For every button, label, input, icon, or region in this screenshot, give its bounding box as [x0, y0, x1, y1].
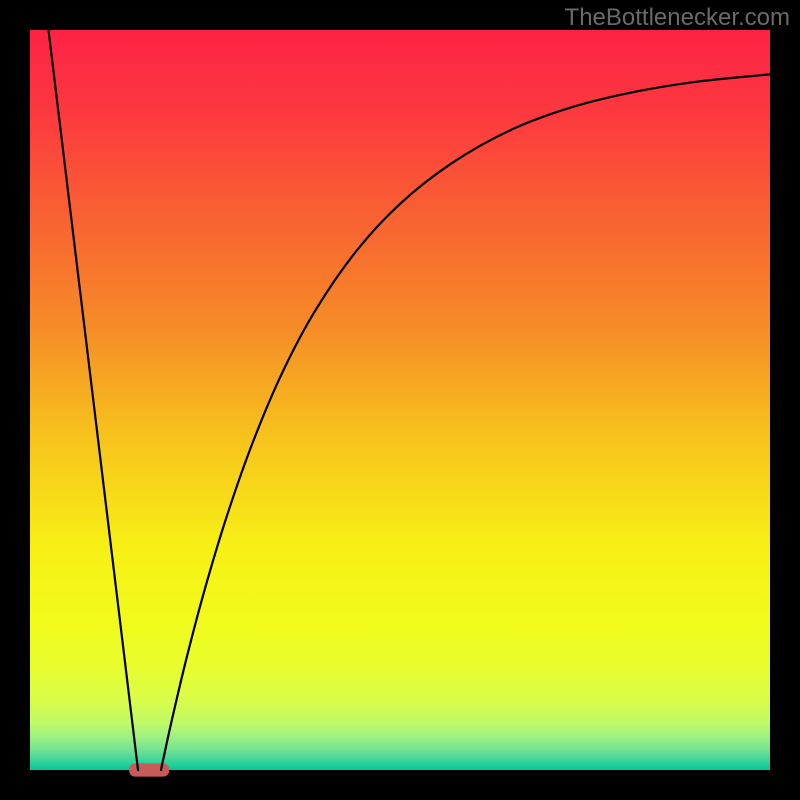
optimal-marker [129, 763, 169, 776]
plot-background [30, 30, 770, 770]
watermark-text: TheBottlenecker.com [565, 4, 790, 32]
bottleneck-chart [0, 0, 800, 800]
chart-container: TheBottlenecker.com [0, 0, 800, 800]
